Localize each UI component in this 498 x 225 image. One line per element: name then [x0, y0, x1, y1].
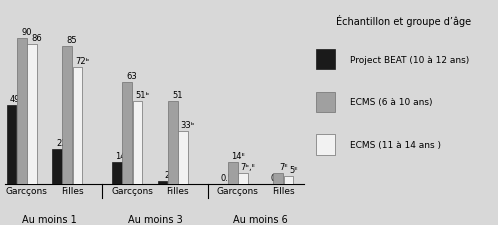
Text: 85: 85: [67, 36, 77, 45]
Text: 22: 22: [57, 138, 67, 147]
Text: 7ᵇ,ᴱ: 7ᵇ,ᴱ: [241, 162, 255, 171]
Text: 51: 51: [172, 91, 183, 100]
Text: 86: 86: [31, 34, 42, 43]
Text: 51ᵇ: 51ᵇ: [135, 91, 149, 100]
Bar: [133, 102, 142, 184]
Bar: [168, 102, 178, 184]
Bar: [284, 176, 293, 184]
Bar: [178, 131, 188, 184]
Bar: [52, 149, 62, 184]
Text: Au moins 6: Au moins 6: [233, 214, 288, 224]
Text: 2: 2: [165, 170, 170, 179]
Bar: [158, 181, 167, 184]
Text: 14ᵃ: 14ᵃ: [115, 151, 129, 160]
FancyBboxPatch shape: [316, 50, 335, 70]
Bar: [17, 39, 26, 184]
Bar: [228, 162, 238, 184]
Text: ECMS (11 à 14 ans ): ECMS (11 à 14 ans ): [351, 140, 441, 149]
Text: Au moins 3: Au moins 3: [127, 214, 182, 224]
Text: 14ᴱ: 14ᴱ: [231, 151, 245, 160]
Text: 33ᵇ: 33ᵇ: [181, 120, 195, 129]
Bar: [62, 47, 72, 184]
Bar: [238, 173, 248, 184]
Text: 0.5: 0.5: [221, 173, 234, 182]
Text: Project BEAT (10 à 12 ans): Project BEAT (10 à 12 ans): [351, 55, 470, 64]
Text: 5ᴱ: 5ᴱ: [289, 166, 298, 174]
Text: 7ᴱ: 7ᴱ: [279, 162, 287, 171]
FancyBboxPatch shape: [316, 135, 335, 155]
Text: 90: 90: [21, 28, 32, 37]
Text: Au moins 1: Au moins 1: [22, 214, 77, 224]
Text: 72ᵇ: 72ᵇ: [75, 57, 90, 66]
Bar: [73, 68, 82, 184]
Bar: [6, 105, 16, 184]
Bar: [27, 45, 37, 184]
Text: 49ᵃ: 49ᵃ: [9, 94, 23, 103]
FancyBboxPatch shape: [316, 92, 335, 112]
Bar: [273, 173, 283, 184]
Bar: [123, 82, 132, 184]
Text: ECMS (6 à 10 ans): ECMS (6 à 10 ans): [351, 98, 433, 107]
Bar: [112, 162, 122, 184]
Text: 63: 63: [127, 72, 137, 81]
Text: 0: 0: [270, 174, 275, 182]
Text: Échantillon et groupe d’âge: Échantillon et groupe d’âge: [336, 15, 471, 27]
